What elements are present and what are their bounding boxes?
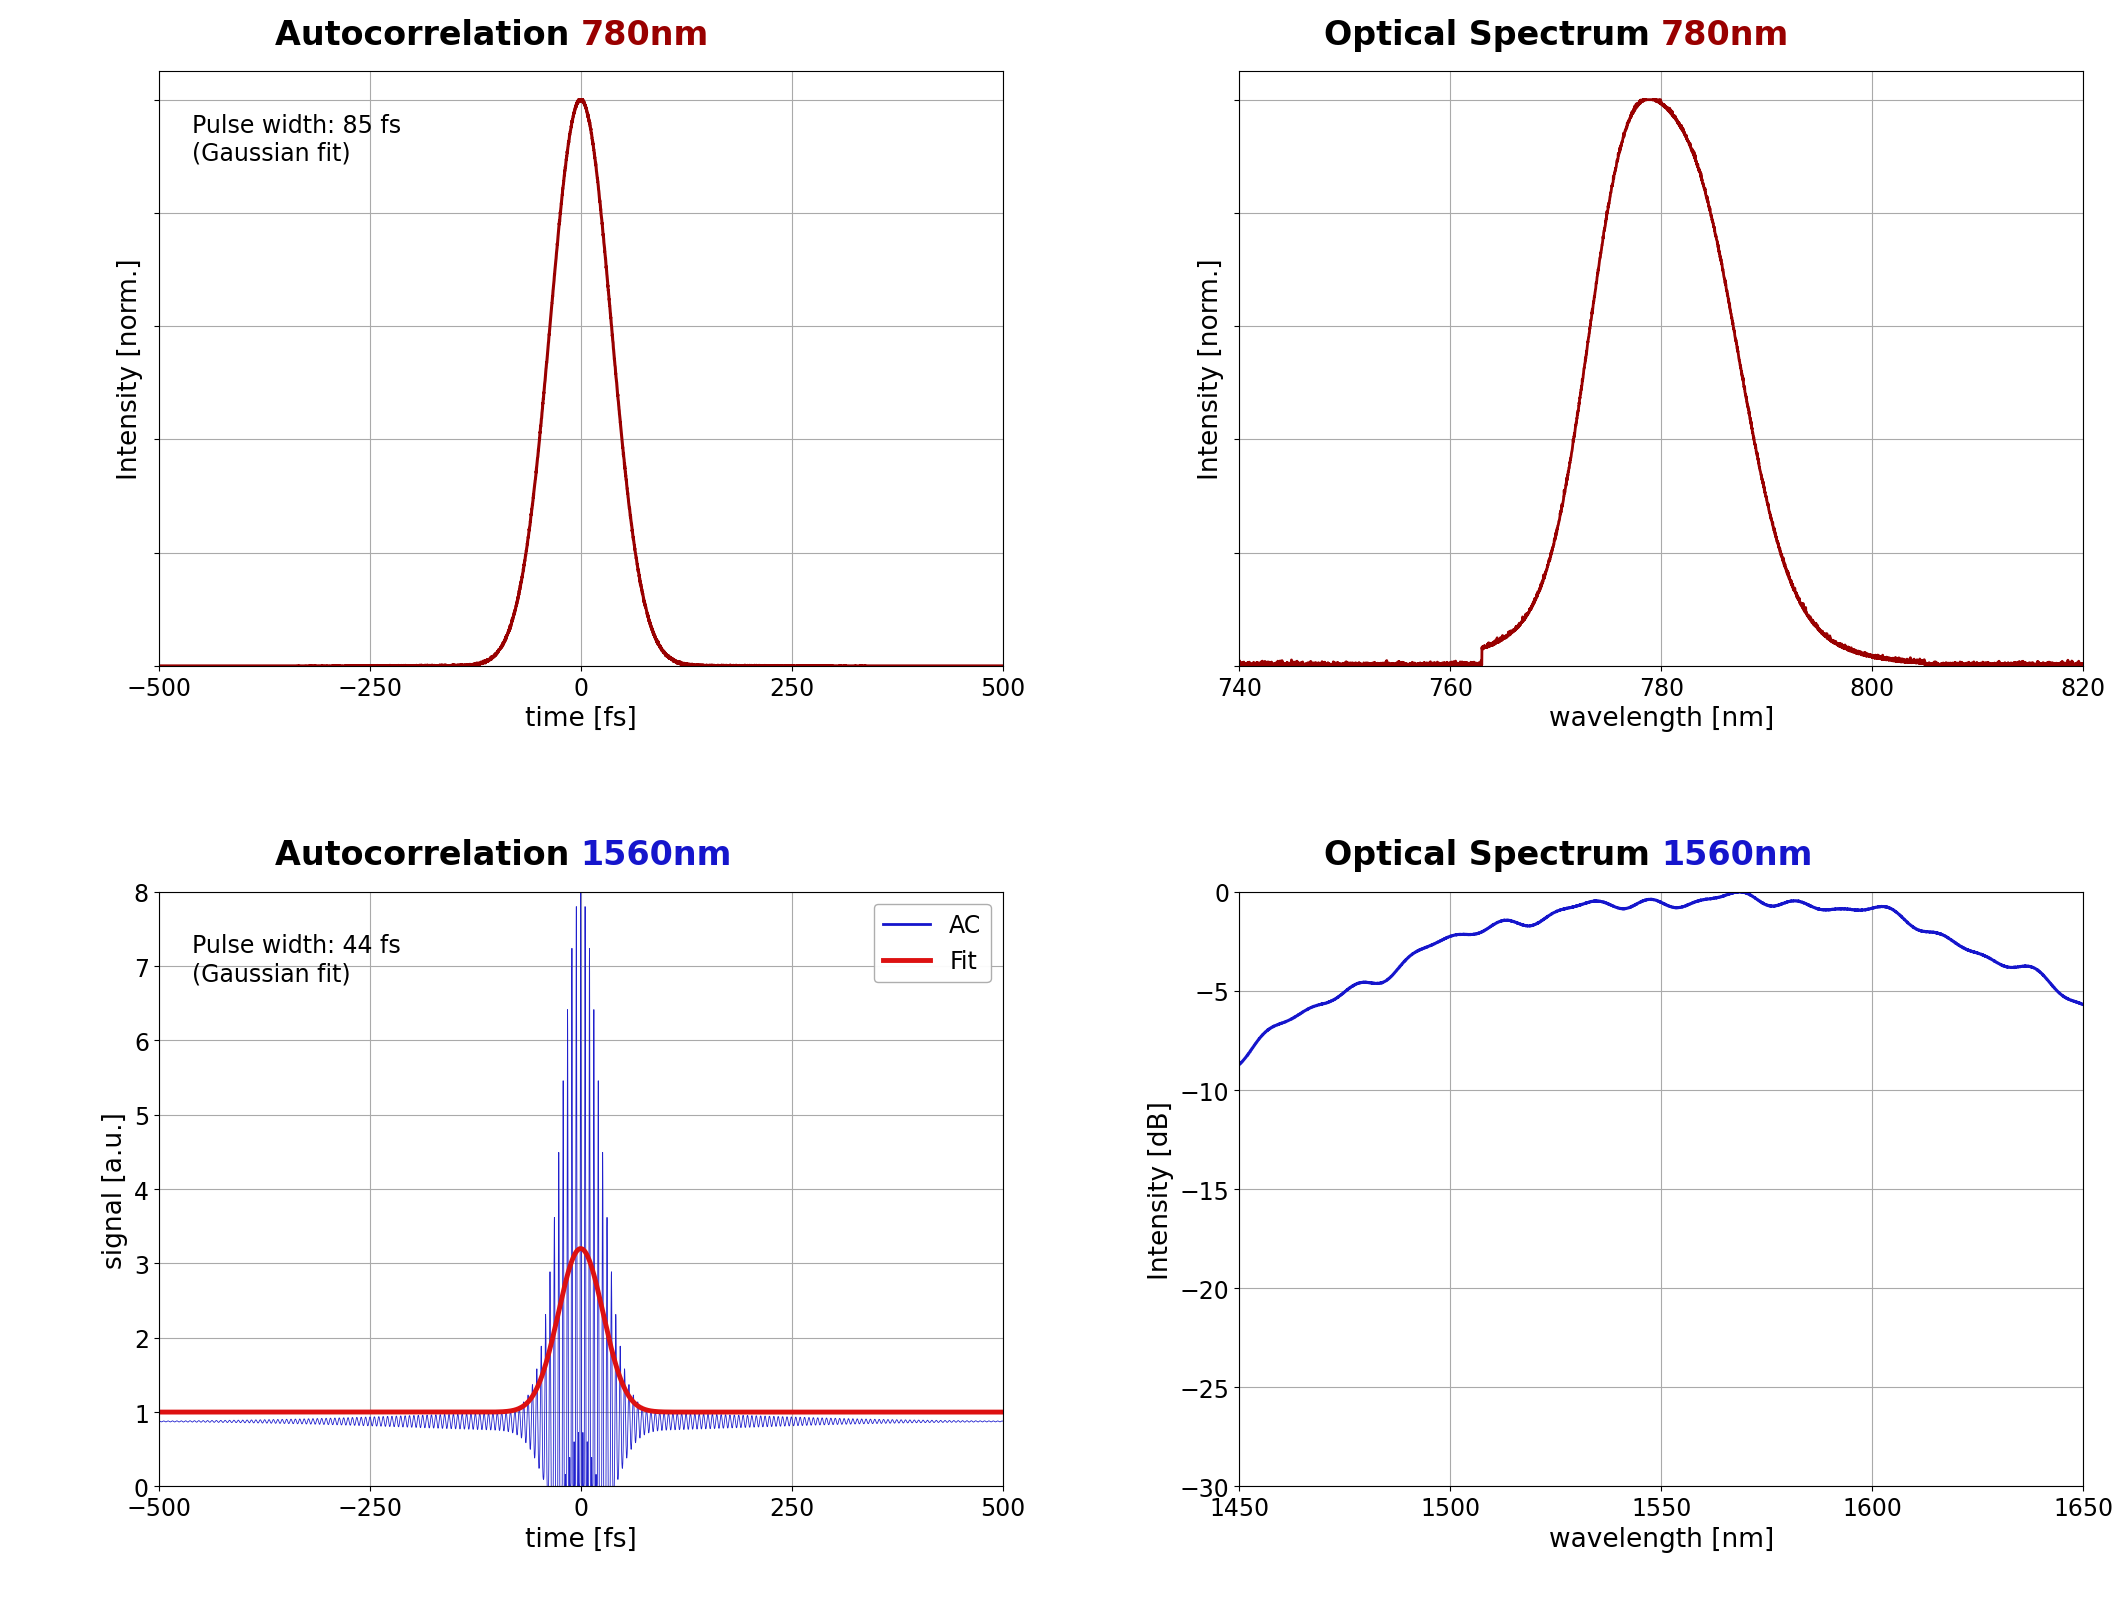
Text: 1560nm: 1560nm	[582, 839, 732, 871]
Text: Pulse width: 85 fs
(Gaussian fit): Pulse width: 85 fs (Gaussian fit)	[192, 114, 402, 166]
X-axis label: wavelength [nm]: wavelength [nm]	[1548, 705, 1774, 731]
Legend: AC, Fit: AC, Fit	[873, 905, 992, 983]
Y-axis label: Intensity [norm.]: Intensity [norm.]	[1197, 259, 1225, 480]
Text: Optical Spectrum: Optical Spectrum	[1324, 839, 1660, 871]
Y-axis label: Intensity [norm.]: Intensity [norm.]	[116, 259, 144, 480]
Text: 780nm: 780nm	[1660, 19, 1789, 51]
X-axis label: time [fs]: time [fs]	[525, 705, 637, 731]
Y-axis label: signal [a.u.]: signal [a.u.]	[102, 1110, 129, 1268]
Text: 780nm: 780nm	[582, 19, 709, 51]
Y-axis label: Intensity [dB]: Intensity [dB]	[1148, 1101, 1174, 1279]
X-axis label: time [fs]: time [fs]	[525, 1525, 637, 1552]
Text: 1560nm: 1560nm	[1660, 839, 1813, 871]
X-axis label: wavelength [nm]: wavelength [nm]	[1548, 1525, 1774, 1552]
Text: Autocorrelation: Autocorrelation	[275, 19, 582, 51]
Text: Optical Spectrum: Optical Spectrum	[1324, 19, 1660, 51]
Text: Pulse width: 44 fs
(Gaussian fit): Pulse width: 44 fs (Gaussian fit)	[192, 934, 402, 985]
Text: Autocorrelation: Autocorrelation	[275, 839, 582, 871]
